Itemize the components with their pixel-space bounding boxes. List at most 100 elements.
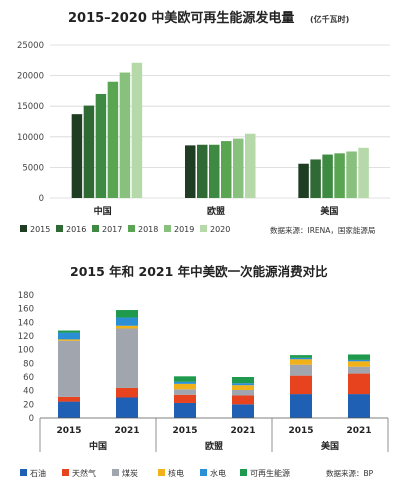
chart2-bar-segment [348, 394, 370, 418]
chart2-bar-segment [232, 395, 254, 405]
chart1-legend-swatch [128, 225, 135, 232]
chart1-gridlines [50, 44, 390, 199]
chart2-bar-segment [58, 330, 80, 333]
chart2-category-label: 2015 [288, 426, 313, 436]
chart1-legend: 2015 2016 2017 2018 2019 2020 [20, 225, 230, 234]
chart1-bar [119, 72, 131, 198]
chart2-legend-label: 可再生能源 [250, 468, 290, 478]
chart2-category-label: 2021 [114, 426, 139, 436]
chart2-y-tick: 160 [18, 305, 34, 315]
chart1-bar [209, 144, 220, 198]
chart1-y-tick: 20000 [17, 72, 44, 82]
chart2-bars [58, 310, 370, 418]
chart1-bar [233, 138, 244, 198]
chart1-bar [221, 141, 232, 198]
chart1-bar [131, 62, 143, 198]
chart2-legend-label: 水电 [210, 468, 226, 478]
chart1-y-axis: 0 5000 10000 15000 20000 25000 [17, 41, 44, 204]
chart2-legend-swatch [240, 469, 247, 476]
chart2-legend-label: 石油 [30, 468, 46, 478]
chart1-legend-swatch [200, 225, 207, 232]
chart1-bars [71, 62, 369, 198]
chart1-y-tick: 5000 [22, 163, 44, 173]
chart2-bar-segment [116, 397, 138, 418]
chart2-legend-swatch [200, 469, 207, 476]
chart2-x-axis: 2015 2021 2015 2021 2015 2021 中国 欧盟 美国 [39, 417, 389, 452]
chart2-bar-segment [174, 383, 196, 390]
chart1-category-label: 美国 [320, 205, 338, 217]
chart2-group-label: 美国 [321, 440, 339, 452]
chart2-bar-segment [174, 394, 196, 403]
chart2-legend-swatch [20, 469, 27, 476]
chart2-y-tick: 140 [18, 318, 34, 328]
chart2-title: 2015 年和 2021 年中美欧一次能源消费对比 [70, 264, 328, 279]
chart1-bar [197, 144, 208, 198]
chart2-legend-swatch [62, 469, 69, 476]
chart2-bar-segment [290, 375, 312, 395]
chart2-legend-label: 核电 [168, 468, 184, 478]
chart1-bar [83, 105, 95, 198]
chart1-x-axis: 中国 欧盟 美国 [94, 205, 339, 217]
chart1-legend-swatch [92, 225, 99, 232]
chart1-legend-label: 2017 [102, 225, 122, 234]
chart2-bar-segment [116, 387, 138, 398]
chart2-bar-segment [348, 359, 370, 362]
chart1-bar [334, 153, 345, 198]
chart2-category-label: 2021 [230, 426, 255, 436]
chart2-bar-segment [58, 401, 80, 418]
chart2-bar-segment [348, 361, 370, 367]
chart2-legend-label: 煤炭 [122, 468, 138, 478]
chart2-bar-segment [58, 396, 80, 402]
chart1-legend-label: 2019 [174, 225, 194, 234]
chart2-group-label: 中国 [89, 440, 107, 452]
chart1-legend-swatch [20, 225, 27, 232]
chart1-y-tick: 15000 [17, 102, 44, 112]
chart2-bar-segment [232, 389, 254, 396]
chart2-y-axis: 0 20 40 60 80 100 120 140 160 180 [18, 291, 34, 424]
chart1-bar [185, 145, 196, 198]
chart2-y-tick: 80 [23, 359, 34, 369]
chart2-bar-segment [348, 373, 370, 395]
chart2-y-tick: 20 [23, 400, 34, 410]
chart2-bar-segment [116, 317, 138, 326]
chart1-legend-label: 2020 [210, 225, 230, 234]
chart2-bar-segment [290, 355, 312, 358]
chart2-y-tick: 40 [23, 387, 34, 397]
chart2-y-tick: 180 [18, 291, 34, 301]
chart1-legend-swatch [56, 225, 63, 232]
chart1-bar [298, 163, 309, 198]
renewable-generation-chart: 2015–2020 中美欧可再生能源发电量 (亿千瓦时) 0 5000 10000 1… [17, 10, 390, 235]
chart1-bar [346, 151, 357, 198]
chart2-bar-segment [174, 402, 196, 418]
chart2-bar-segment [58, 332, 80, 340]
chart2-bar-segment [116, 325, 138, 329]
chart2-category-label: 2015 [172, 426, 197, 436]
chart1-bar [322, 154, 333, 198]
chart2-bar-segment [232, 383, 254, 386]
chart2-y-tick: 120 [18, 332, 34, 342]
chart2-bar-segment [174, 376, 196, 382]
chart2-bar-segment [290, 359, 312, 365]
chart2-bar-segment [58, 340, 80, 397]
chart2-bar-segment [348, 366, 370, 374]
chart1-bar [107, 81, 119, 198]
chart1-y-tick: 25000 [17, 41, 44, 51]
chart1-bar [245, 133, 256, 198]
chart1-title: 2015–2020 中美欧可再生能源发电量 [68, 10, 294, 26]
chart1-legend-swatch [164, 225, 171, 232]
primary-energy-chart: 2015 年和 2021 年中美欧一次能源消费对比 0 20 40 60 80 100 12… [18, 264, 389, 478]
chart1-legend-label: 2016 [66, 225, 86, 234]
chart2-bar-segment [290, 357, 312, 360]
chart1-bar [358, 147, 369, 198]
chart2-bar-segment [348, 354, 370, 360]
chart2-bar-segment [290, 364, 312, 376]
chart1-legend-label: 2015 [30, 225, 50, 234]
chart1-category-label: 中国 [94, 205, 112, 217]
chart2-category-label: 2021 [346, 426, 371, 436]
chart2-bar-segment [232, 377, 254, 384]
chart2-y-tick: 100 [18, 346, 34, 356]
chart2-legend-label: 天然气 [72, 468, 96, 478]
chart2-y-tick: 60 [23, 373, 34, 383]
chart1-bar [71, 114, 83, 198]
chart2-bar-segment [174, 389, 196, 395]
